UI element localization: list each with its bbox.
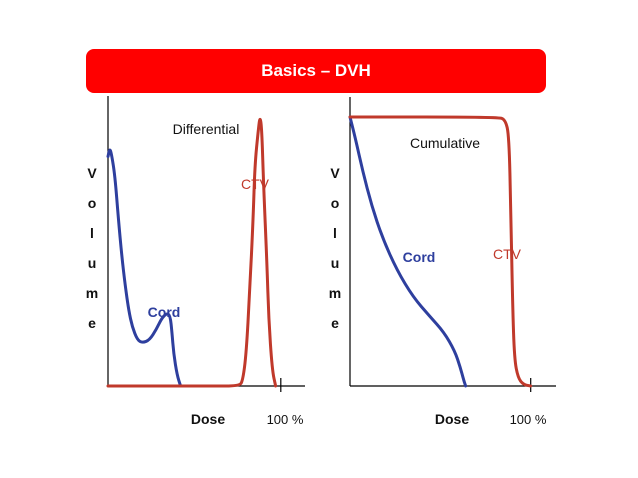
y-label-letter: e [331,315,339,331]
y-label-letter: u [331,255,340,271]
y-label-letter: e [88,315,96,331]
y-label-letter: m [329,285,341,301]
series-label-ctv: CTV [493,246,522,262]
series-label-ctv: CTV [241,176,270,192]
series-line-ctv [348,115,533,388]
y-label-letter: l [333,225,337,241]
y-label-letter: l [90,225,94,241]
y-label-letter: u [88,255,97,271]
slide-title: Basics – DVH [261,61,371,80]
chart-title: Differential [173,121,240,137]
chart-title: Cumulative [410,135,480,151]
y-label-letter: V [330,165,340,181]
series-line-cord [348,115,468,388]
y-label-letter: o [331,195,340,211]
x-axis-label: Dose [191,411,225,427]
y-label-letter: m [86,285,98,301]
x-axis-label: Dose [435,411,469,427]
y-label-letter: V [87,165,97,181]
x-tick-label: 100 % [510,412,547,427]
x-tick-label: 100 % [267,412,304,427]
series-line-cord [106,148,183,388]
series-label-cord: Cord [148,304,181,320]
series-label-cord: Cord [403,249,436,265]
slide-title-bar: Basics – DVH [86,49,546,93]
y-label-letter: o [88,195,97,211]
series-line-ctv [106,117,278,388]
